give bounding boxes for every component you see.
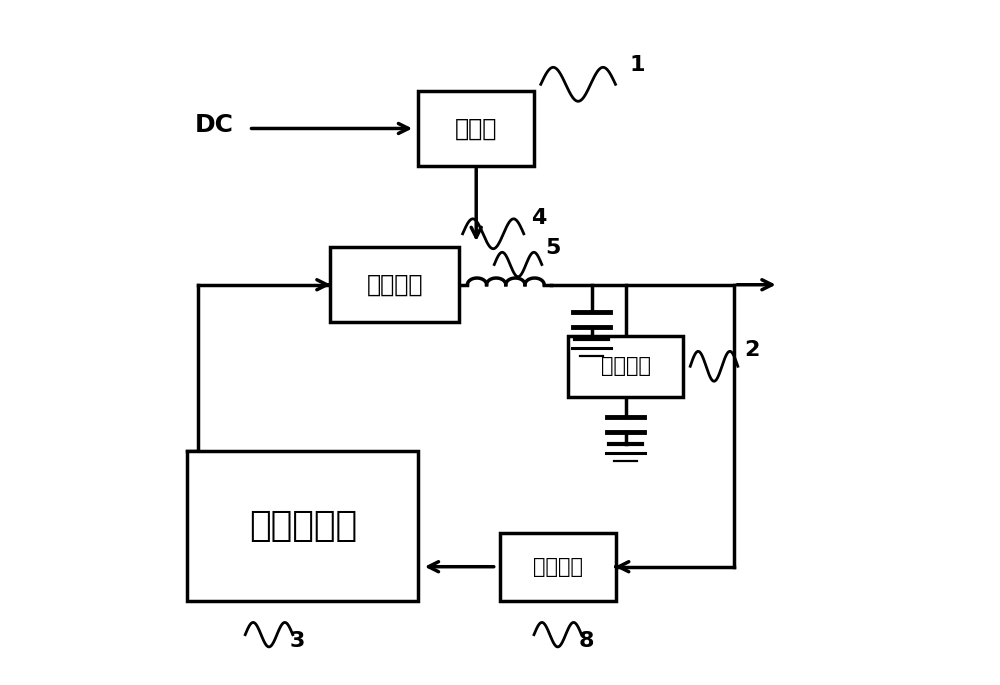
Text: 滤波器: 滤波器: [455, 116, 497, 140]
Text: DC: DC: [195, 113, 234, 137]
Bar: [187, 451, 418, 601]
Text: 2: 2: [745, 340, 760, 360]
Text: 1: 1: [629, 55, 645, 75]
Text: 电流开关: 电流开关: [366, 273, 423, 297]
Text: 8: 8: [578, 631, 594, 651]
Text: 压电陶瓷: 压电陶瓷: [601, 356, 651, 376]
Text: 采样电路: 采样电路: [533, 557, 583, 577]
Bar: [500, 533, 616, 601]
Text: 5: 5: [545, 238, 561, 258]
Text: 3: 3: [289, 631, 305, 651]
Text: 锁相环电路: 锁相环电路: [249, 509, 357, 543]
Bar: [568, 336, 683, 397]
Bar: [418, 91, 534, 166]
Text: 4: 4: [531, 208, 546, 227]
Bar: [330, 247, 459, 322]
